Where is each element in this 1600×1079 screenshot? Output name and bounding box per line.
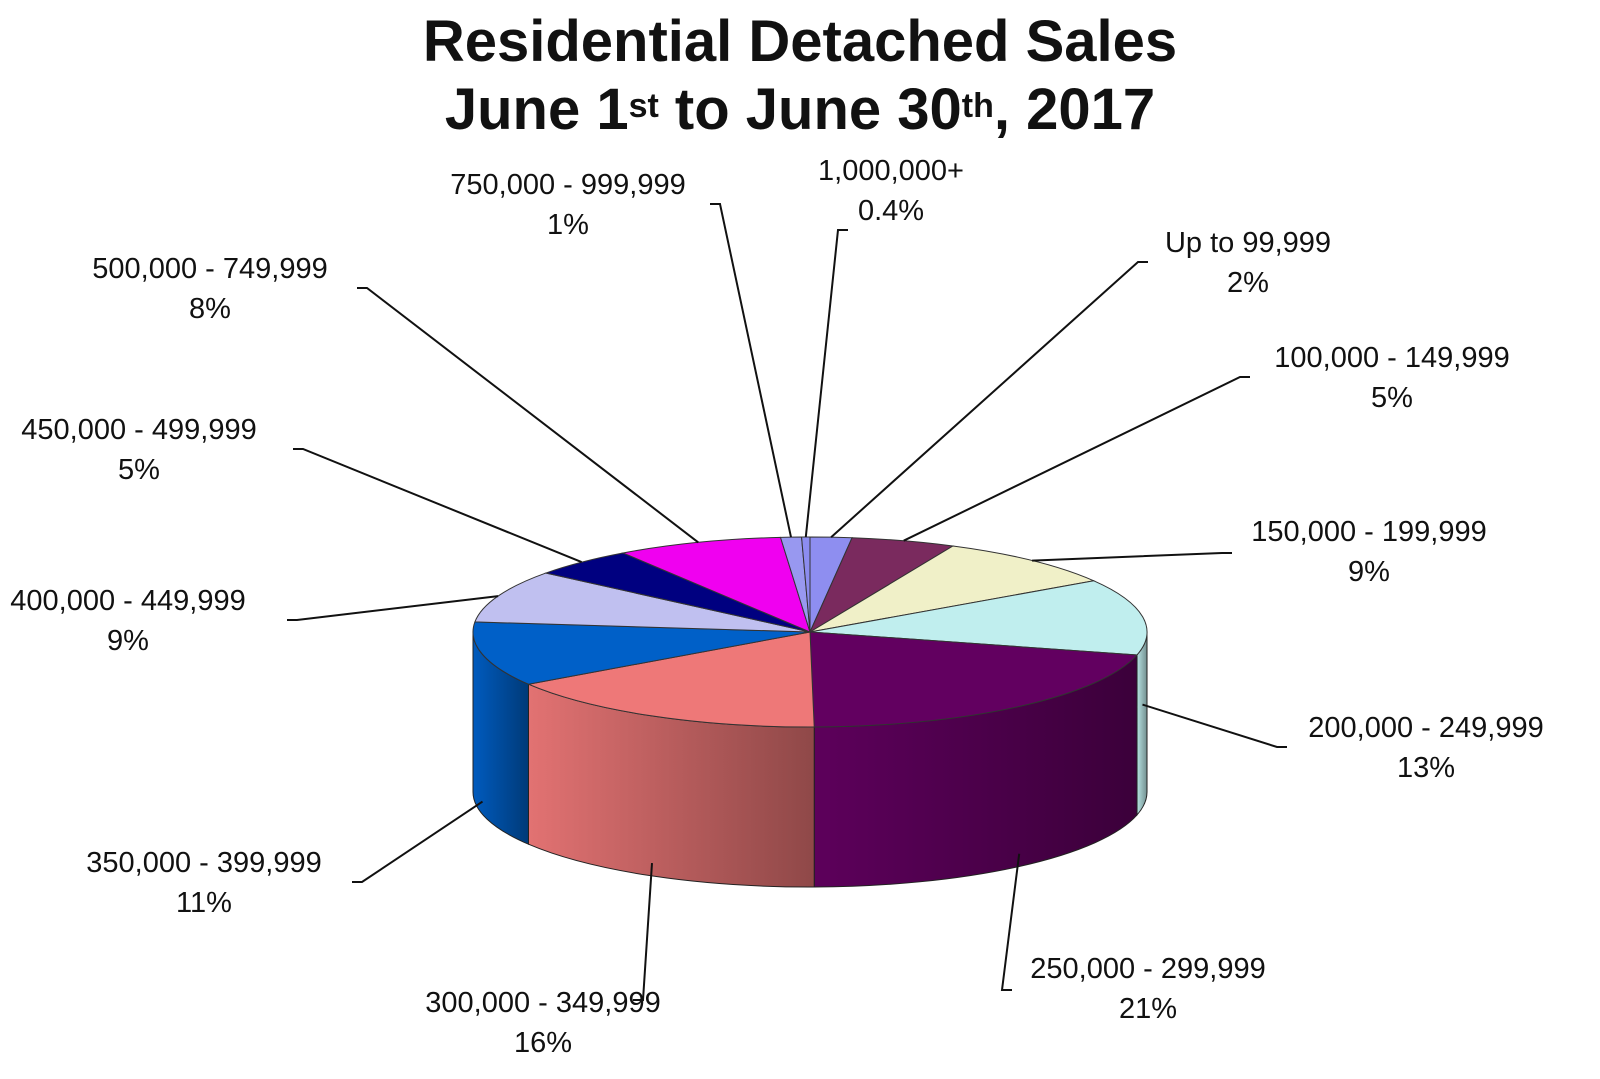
slice-label-100-000-149-999: 100,000 - 149,999: [1274, 342, 1509, 374]
slice-pct-200-000-249-999: 13%: [1397, 752, 1455, 784]
pie-side-walls: [472, 631, 1148, 888]
slice-label-300-000-349-999: 300,000 - 349,999: [425, 987, 660, 1019]
leader-line-100-000-149-999: [903, 376, 1250, 542]
chart-title: Residential Detached Sales June 1st to J…: [0, 8, 1600, 144]
slice-pct-250-000-299-999: 21%: [1119, 993, 1177, 1025]
pie-slice-1-000-000: [801, 536, 811, 633]
leader-line-750-000-999-999: [710, 203, 792, 538]
pie-slice-150-000-199-999: [809, 545, 1096, 633]
slice-pct-up-to-99-999: 2%: [1227, 267, 1269, 299]
slice-label-200-000-249-999: 200,000 - 249,999: [1308, 712, 1543, 744]
chart-title-line2: June 1st to June 30th, 2017: [0, 76, 1600, 144]
slice-label-250-000-299-999: 250,000 - 299,999: [1030, 953, 1265, 985]
pie-top-faces: [472, 536, 1148, 728]
slice-pct-750-000-999-999: 1%: [547, 209, 589, 241]
slice-label-150-000-199-999: 150,000 - 199,999: [1251, 516, 1486, 548]
title-part-2: to June 30: [658, 77, 962, 142]
title-part-1: June 1: [444, 77, 629, 142]
leader-line-400-000-449-999: [287, 595, 499, 621]
slice-pct-350-000-399-999: 11%: [176, 887, 232, 919]
leader-line-350-000-399-999: [352, 800, 484, 883]
title-part-3: , 2017: [993, 77, 1156, 142]
leader-line-300-000-349-999: [633, 863, 653, 1001]
title-sup-th: th: [961, 87, 994, 125]
leader-line-150-000-199-999: [1032, 552, 1232, 562]
slice-label-350-000-399-999: 350,000 - 399,999: [86, 847, 321, 879]
slice-pct-450-000-499-999: 5%: [118, 454, 160, 486]
leader-line-up-to-99-999: [830, 261, 1148, 538]
slice-label-500-000-749-999: 500,000 - 749,999: [92, 253, 327, 285]
slice-pct-150-000-199-999: 9%: [1348, 556, 1390, 588]
slice-pct-400-000-449-999: 9%: [107, 625, 149, 657]
slice-label-750-000-999-999: 750,000 - 999,999: [450, 169, 685, 201]
title-sup-st: st: [628, 87, 659, 125]
slice-label-400-000-449-999: 400,000 - 449,999: [10, 585, 245, 617]
leader-lines: [287, 203, 1287, 1001]
leader-line-450-000-499-999: [293, 448, 582, 564]
leader-line-500-000-749-999: [357, 287, 699, 544]
slice-labels: Up to 99,999 2% 100,000 - 149,999 5% 150,000…: [10, 155, 1543, 1059]
slice-pct-300-000-349-999: 16%: [514, 1027, 572, 1059]
slice-label-450-000-499-999: 450,000 - 499,999: [21, 414, 256, 446]
slice-label-up-to-99-999: Up to 99,999: [1165, 227, 1331, 259]
pie-side-200-000-249-999: [1136, 631, 1148, 817]
slice-pct-100-000-149-999: 5%: [1371, 382, 1413, 414]
pie-slice-250-000-299-999: [809, 631, 1139, 728]
slice-pct-500-000-749-999: 8%: [189, 293, 231, 325]
chart-title-line1: Residential Detached Sales: [422, 9, 1178, 74]
pie-slice-300-000-349-999: [526, 631, 815, 728]
leader-line-1-000-000: [804, 229, 848, 538]
leader-line-200-000-249-999: [1142, 703, 1287, 748]
slice-label-1-000-000: 1,000,000+: [818, 155, 964, 187]
pie-slice-400-000-449-999: [474, 572, 811, 633]
slice-pct-1-000-000: 0.4%: [858, 195, 924, 227]
pie-slice-200-000-249-999: [809, 580, 1148, 656]
pie-slice-350-000-399-999: [472, 621, 811, 685]
leader-line-250-000-299-999: [1000, 853, 1021, 991]
